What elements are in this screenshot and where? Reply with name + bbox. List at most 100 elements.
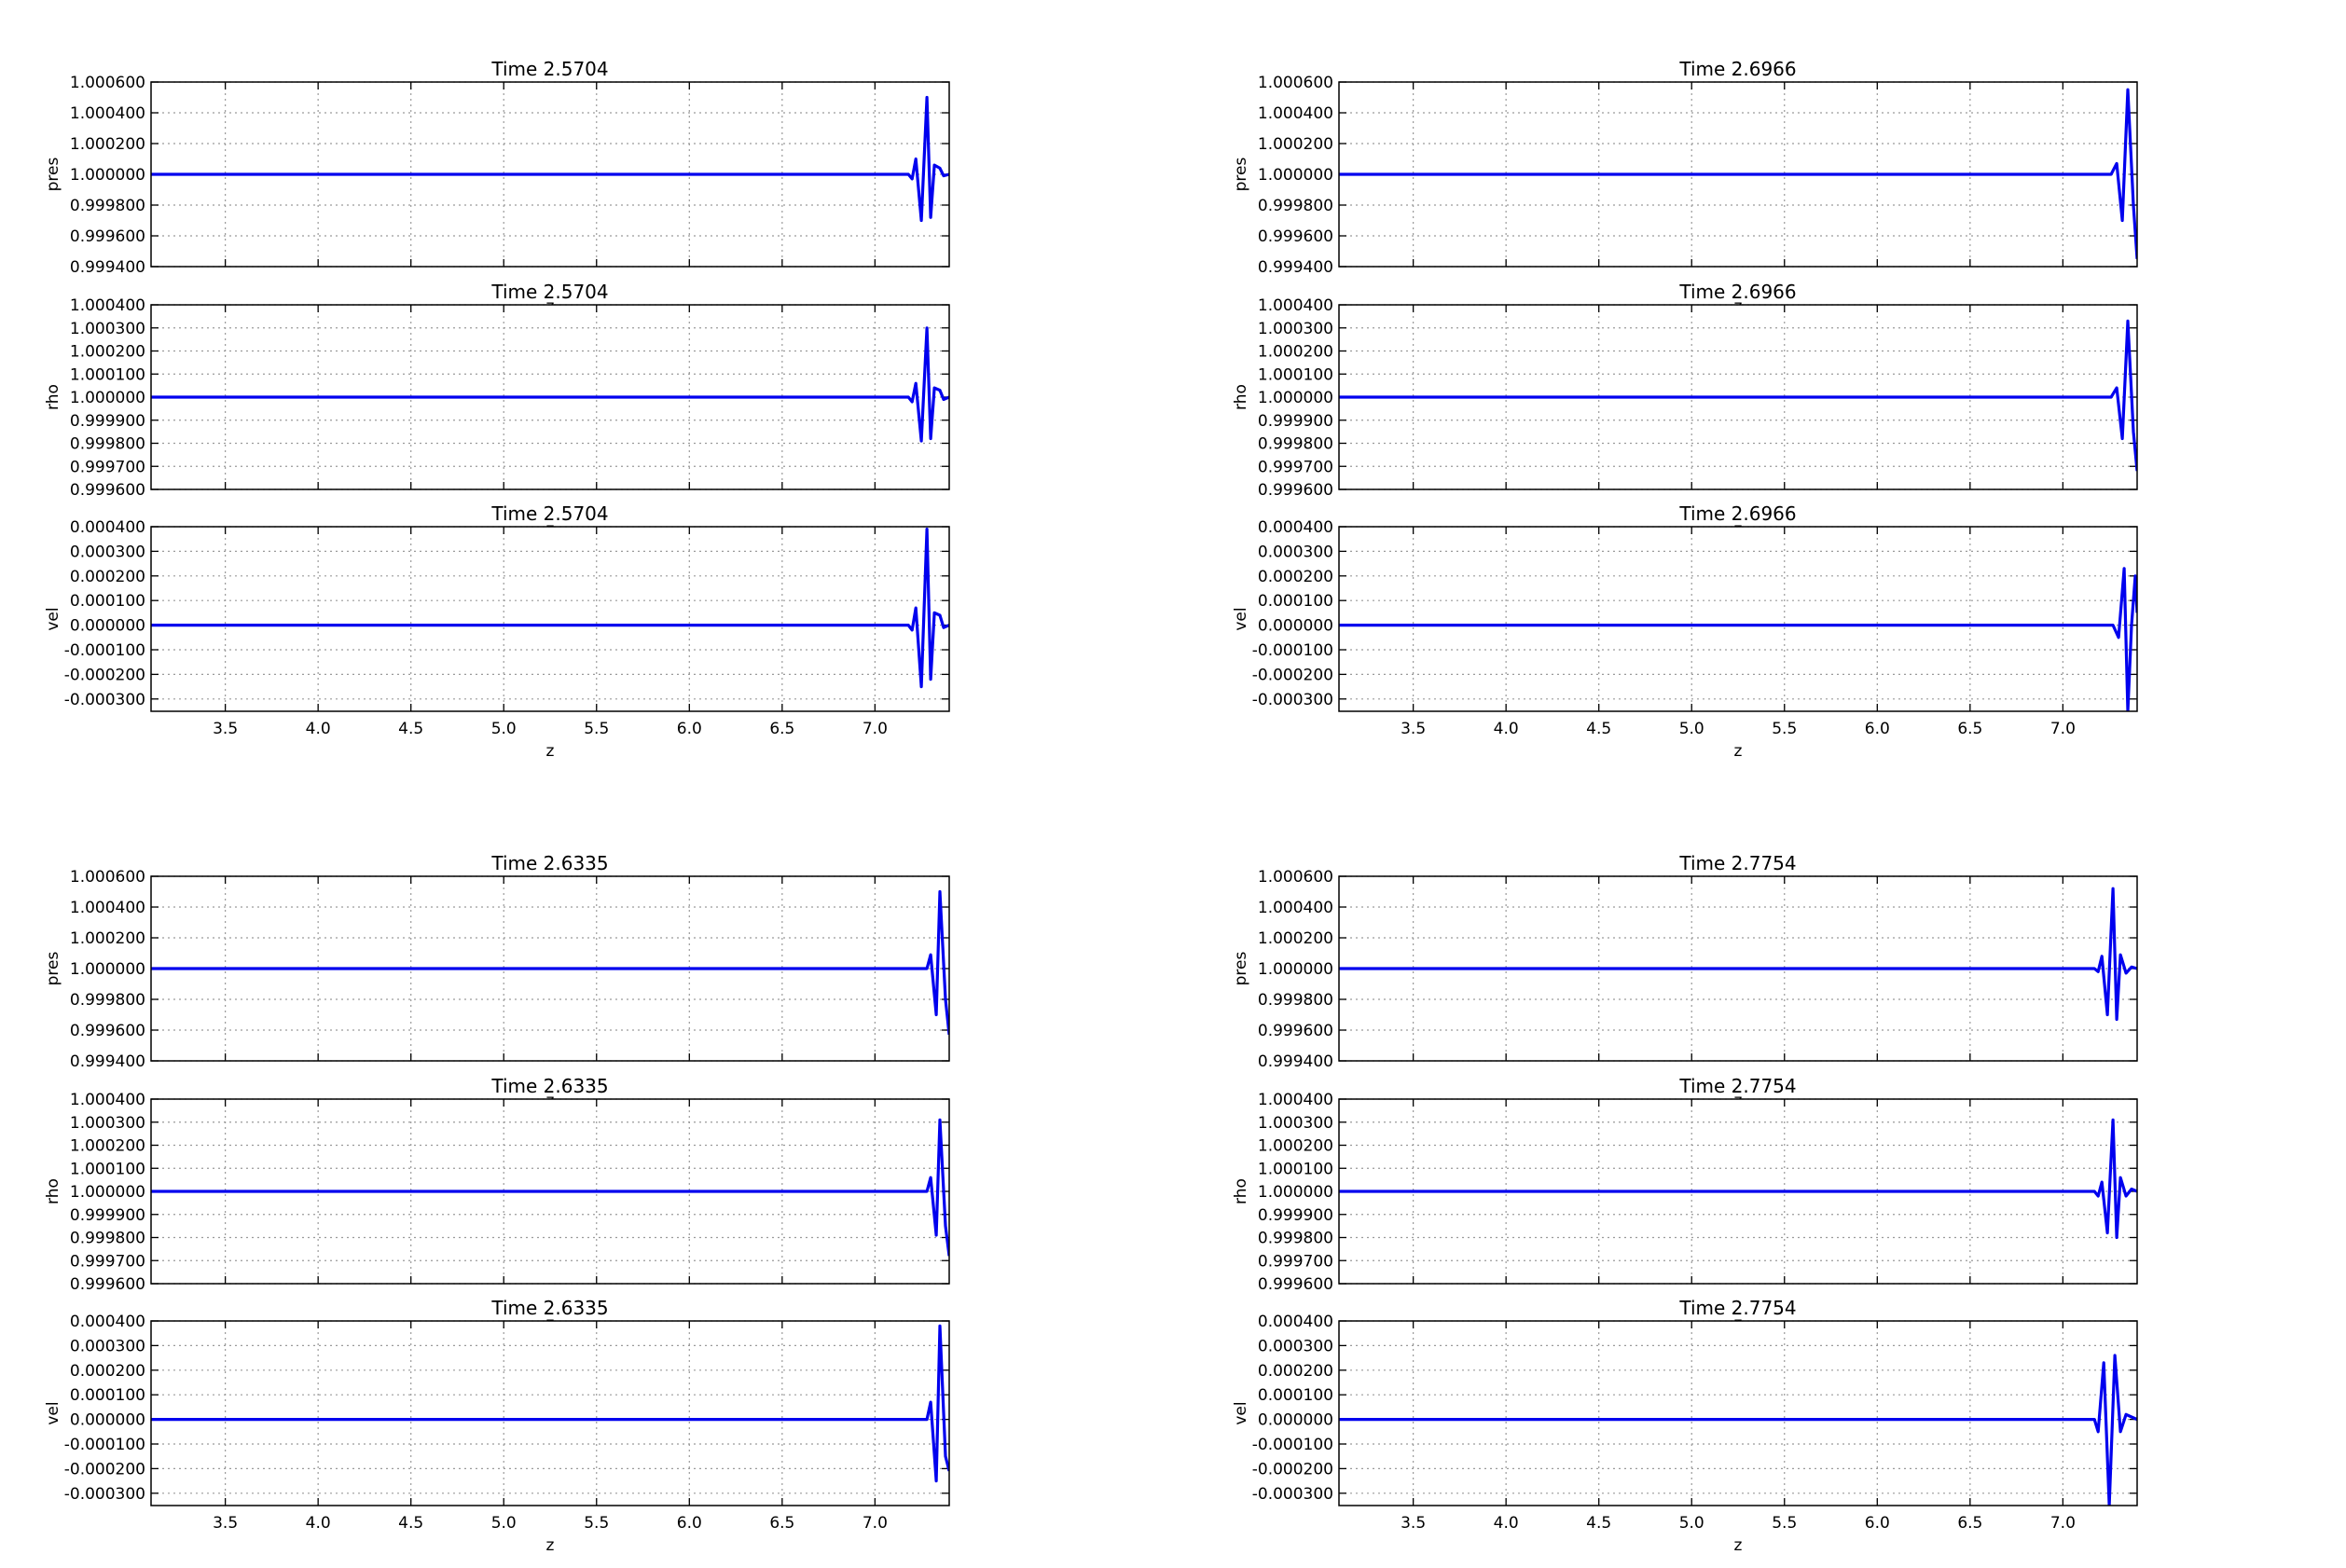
x-tick-label: 5.5 bbox=[584, 1514, 609, 1533]
y-tick-label: 0.999800 bbox=[70, 197, 145, 215]
y-tick-label: 1.000000 bbox=[1258, 960, 1333, 979]
y-axis-label: pres bbox=[44, 158, 62, 192]
y-tick-label: 0.999400 bbox=[1258, 258, 1333, 277]
y-tick-label: 1.000000 bbox=[70, 166, 145, 185]
axes-frame bbox=[150, 1320, 950, 1506]
y-tick-label: 1.000000 bbox=[1258, 166, 1333, 185]
x-tick-label: 5.0 bbox=[1679, 1514, 1704, 1533]
y-tick-label: 1.000400 bbox=[70, 104, 145, 123]
subplot-title: Time 2.5704 bbox=[490, 281, 608, 303]
x-tick-label: 6.0 bbox=[1865, 1514, 1890, 1533]
x-tick-label: 5.5 bbox=[1772, 1514, 1797, 1533]
y-tick-label: -0.000100 bbox=[1252, 641, 1333, 660]
y-tick-label: 0.999600 bbox=[1258, 1275, 1333, 1294]
y-tick-label: 1.000100 bbox=[70, 365, 145, 384]
y-tick-label: 1.000300 bbox=[70, 1114, 145, 1133]
y-tick-label: 0.000000 bbox=[70, 617, 145, 636]
y-tick-label: 0.000100 bbox=[70, 592, 145, 611]
y-tick-label: 0.000200 bbox=[70, 568, 145, 586]
x-tick-label: 4.0 bbox=[1494, 1514, 1519, 1533]
series-line-1 bbox=[151, 95, 949, 223]
axes-frame bbox=[150, 81, 950, 268]
x-tick-label: 4.5 bbox=[1586, 1514, 1611, 1533]
y-tick-label: 0.000300 bbox=[70, 543, 145, 561]
y-tick-label: 0.999900 bbox=[70, 412, 145, 431]
x-axis-label: z bbox=[546, 742, 555, 761]
y-tick-label: 0.999600 bbox=[70, 1022, 145, 1040]
x-axis-label: z bbox=[546, 1536, 555, 1555]
subplot-vel-6: 3.5 4.0 4.5 5.0 5.5 6.0 6.5 7.0 0.000400 0.000300… bbox=[44, 1297, 950, 1555]
y-tick-label: 1.000200 bbox=[70, 929, 145, 948]
y-tick-label: 1.000200 bbox=[1258, 929, 1333, 948]
subplot-title: Time 2.7754 bbox=[1678, 852, 1796, 874]
x-tick-label: 6.5 bbox=[769, 720, 794, 738]
y-tick-label: 1.000200 bbox=[70, 1137, 145, 1156]
subplot-title: Time 2.7754 bbox=[1678, 1075, 1796, 1097]
axes-frame bbox=[1338, 1320, 2138, 1506]
y-tick-label: 0.000300 bbox=[70, 1337, 145, 1355]
subplot-title: Time 2.5704 bbox=[490, 502, 608, 525]
y-tick-label: 1.000000 bbox=[70, 389, 145, 407]
x-axis-label: z bbox=[1734, 1536, 1743, 1555]
plot-area bbox=[1339, 1321, 2137, 1506]
series-line-1 bbox=[1339, 319, 2137, 472]
y-tick-label: 0.999600 bbox=[70, 1275, 145, 1294]
x-tick-label: 7.0 bbox=[2050, 1514, 2076, 1533]
x-tick-label: 4.5 bbox=[398, 1514, 423, 1533]
y-tick-label: 0.000100 bbox=[1258, 1386, 1333, 1405]
subplot-title: Time 2.6966 bbox=[1678, 58, 1796, 80]
x-tick-label: 7.0 bbox=[862, 1514, 888, 1533]
y-tick-label: 0.000400 bbox=[70, 518, 145, 537]
y-tick-label: 0.999800 bbox=[70, 1230, 145, 1248]
subplot-pres-7: 1.000600 1.000400 1.000200 1.000000 0.999800… bbox=[1232, 58, 2138, 316]
y-tick-label: 0.999800 bbox=[1258, 435, 1333, 454]
series-line-1 bbox=[151, 889, 949, 1036]
y-axis-label: rho bbox=[44, 1178, 62, 1204]
y-tick-label: 0.000200 bbox=[70, 1362, 145, 1381]
axes-frame bbox=[150, 304, 950, 490]
y-axis-label: rho bbox=[1232, 384, 1250, 410]
subplot-vel-12: 3.5 4.0 4.5 5.0 5.5 6.0 6.5 7.0 0.000400 0.000300… bbox=[1232, 1297, 2138, 1555]
y-tick-label: 0.999800 bbox=[70, 435, 145, 454]
y-tick-label: 0.999600 bbox=[1258, 1022, 1333, 1040]
y-tick-label: -0.000100 bbox=[64, 641, 145, 660]
y-tick-label: 1.000400 bbox=[70, 296, 145, 315]
x-tick-label: 4.0 bbox=[1494, 720, 1519, 738]
x-axis-label: z bbox=[1734, 742, 1743, 761]
x-tick-label: 7.0 bbox=[2050, 720, 2076, 738]
y-tick-label: -0.000200 bbox=[1252, 1460, 1333, 1479]
y-tick-label: -0.000300 bbox=[64, 1485, 145, 1504]
y-tick-label: 1.000000 bbox=[70, 1183, 145, 1202]
y-tick-label: -0.000300 bbox=[1252, 1485, 1333, 1504]
series-line-1 bbox=[151, 1324, 949, 1483]
x-tick-label: 5.0 bbox=[491, 720, 517, 738]
subplot-vel-9: 3.5 4.0 4.5 5.0 5.5 6.0 6.5 7.0 0.000400 0.000300… bbox=[1232, 502, 2138, 761]
series-line-1 bbox=[1339, 1118, 2137, 1240]
series-line-1 bbox=[1339, 1354, 2137, 1506]
series-line-1 bbox=[151, 326, 949, 443]
y-tick-label: 0.000400 bbox=[1258, 518, 1333, 537]
y-tick-label: 1.000600 bbox=[1258, 868, 1333, 887]
series-line-1 bbox=[151, 1118, 949, 1257]
y-tick-label: 1.000000 bbox=[1258, 1183, 1333, 1202]
y-tick-label: 1.000100 bbox=[1258, 1160, 1333, 1178]
y-axis-label: vel bbox=[1232, 607, 1250, 630]
y-axis-label: vel bbox=[44, 607, 62, 630]
y-tick-label: 0.999800 bbox=[1258, 1230, 1333, 1248]
axes-frame bbox=[1338, 81, 2138, 268]
y-tick-label: 1.000200 bbox=[1258, 1137, 1333, 1156]
x-tick-label: 5.0 bbox=[1679, 720, 1704, 738]
y-tick-label: -0.000200 bbox=[64, 1460, 145, 1479]
y-tick-label: 0.999800 bbox=[1258, 197, 1333, 215]
y-tick-label: 0.999900 bbox=[1258, 412, 1333, 431]
y-tick-label: 0.999700 bbox=[1258, 1252, 1333, 1271]
series-line-1 bbox=[1339, 567, 2137, 711]
x-tick-label: 6.0 bbox=[677, 720, 702, 738]
y-tick-label: 1.000400 bbox=[1258, 104, 1333, 123]
y-tick-label: 0.999700 bbox=[70, 458, 145, 476]
plot-area bbox=[151, 1321, 949, 1506]
y-tick-label: 1.000000 bbox=[70, 960, 145, 979]
y-tick-label: 0.999700 bbox=[70, 1252, 145, 1271]
x-tick-label: 4.0 bbox=[306, 1514, 331, 1533]
